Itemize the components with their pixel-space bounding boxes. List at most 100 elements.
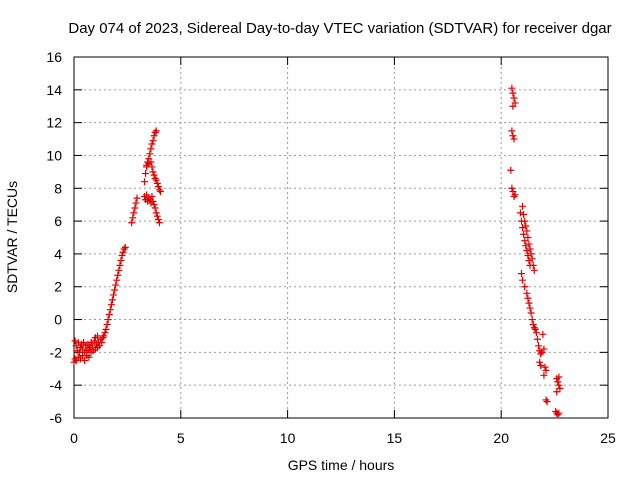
y-tick-label: 8: [54, 180, 62, 196]
data-point: [540, 345, 548, 353]
data-point: [148, 163, 156, 171]
data-point: [154, 215, 162, 223]
data-point: [130, 209, 138, 217]
data-point: [131, 204, 139, 212]
data-point: [511, 191, 519, 199]
data-point: [509, 102, 517, 110]
x-tick-label: 5: [177, 430, 185, 446]
data-point: [100, 332, 108, 340]
data-point: [534, 335, 542, 343]
data-point: [147, 158, 155, 166]
data-point: [519, 224, 527, 232]
data-point: [524, 294, 532, 302]
data-point: [149, 197, 157, 205]
data-points: [70, 84, 564, 419]
data-point: [524, 252, 532, 260]
data-point: [527, 309, 535, 317]
data-point: [541, 363, 549, 371]
data-point: [508, 127, 516, 135]
data-point: [556, 384, 564, 392]
data-point: [507, 166, 515, 174]
data-point: [537, 361, 545, 369]
y-tick-label: 6: [54, 213, 62, 229]
data-point: [87, 339, 95, 347]
data-point: [528, 316, 536, 324]
data-point: [526, 245, 534, 253]
data-point: [508, 184, 516, 192]
data-point: [522, 242, 530, 250]
data-point: [106, 306, 114, 314]
x-tick-label: 20: [493, 430, 509, 446]
y-tick-label: 4: [54, 246, 62, 262]
data-point: [145, 194, 153, 202]
data-point: [147, 145, 155, 153]
data-point: [521, 237, 529, 245]
data-point: [525, 256, 533, 264]
data-point: [542, 366, 550, 374]
data-point: [99, 334, 107, 342]
data-point: [523, 289, 531, 297]
data-point: [152, 176, 160, 184]
data-point: [154, 183, 162, 191]
data-point: [155, 219, 163, 227]
data-point: [555, 381, 563, 389]
data-point: [554, 378, 562, 386]
data-point: [102, 325, 110, 333]
plot-frame: [73, 56, 609, 419]
data-point: [523, 247, 531, 255]
data-point: [527, 250, 535, 258]
data-point: [118, 252, 126, 260]
data-point: [149, 168, 157, 176]
data-point: [132, 199, 140, 207]
data-point: [103, 320, 111, 328]
x-tick-label: 0: [70, 430, 78, 446]
data-point: [531, 325, 539, 333]
data-point: [530, 266, 538, 274]
data-point: [155, 186, 163, 194]
data-point: [542, 396, 550, 404]
y-tick-label: 12: [46, 115, 62, 131]
data-point: [148, 140, 156, 148]
data-point: [150, 171, 158, 179]
data-point: [114, 271, 122, 279]
data-point: [153, 179, 161, 187]
data-point: [529, 320, 537, 328]
data-point: [117, 256, 125, 264]
data-point: [88, 342, 96, 350]
data-point: [519, 276, 527, 284]
data-point: [508, 84, 516, 92]
data-point: [110, 291, 118, 299]
y-axis-label: SDTVAR / TECUs: [4, 181, 20, 293]
data-point: [112, 281, 120, 289]
data-point: [539, 330, 547, 338]
data-point: [157, 188, 165, 196]
data-point: [526, 304, 534, 312]
data-point: [543, 398, 551, 406]
data-point: [554, 411, 562, 419]
data-point: [81, 357, 89, 365]
data-point: [115, 266, 123, 274]
data-point: [521, 283, 529, 291]
data-point: [104, 316, 112, 324]
data-point: [151, 174, 159, 182]
x-axis-label: GPS time / hours: [288, 457, 395, 473]
data-point: [510, 192, 518, 200]
data-point: [523, 227, 531, 235]
data-point: [516, 209, 524, 217]
data-point: [152, 127, 160, 135]
data-point: [530, 324, 538, 332]
data-point: [85, 353, 93, 361]
data-point: [151, 128, 159, 136]
data-point: [520, 211, 528, 219]
data-point: [528, 255, 536, 263]
data-point: [153, 212, 161, 220]
x-tick-label: 15: [387, 430, 403, 446]
data-point: [540, 371, 548, 379]
data-point: [149, 137, 157, 145]
data-point: [555, 409, 563, 417]
data-point: [509, 132, 517, 140]
data-point: [532, 329, 540, 337]
data-point: [151, 204, 159, 212]
data-point: [140, 178, 148, 186]
